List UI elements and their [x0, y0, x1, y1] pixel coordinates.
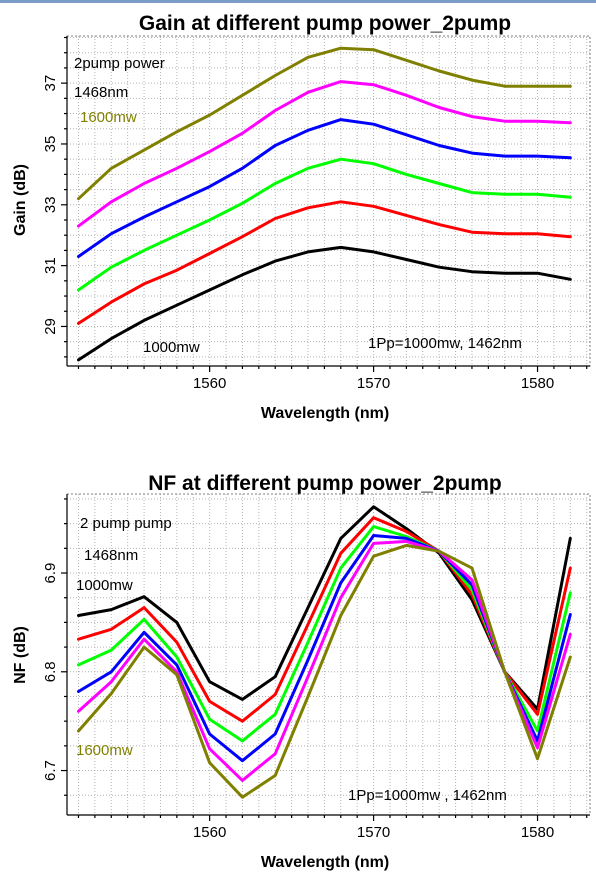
nf-chart-plot-frame	[66, 493, 591, 816]
gain-x-tick-label: 1580	[521, 375, 554, 392]
window-top-border	[0, 0, 596, 3]
nf-chart-axes	[61, 494, 590, 821]
nf-chart-series	[77, 505, 572, 799]
gain-chart-annotations: 2pump power 1468nm 1600mw 1000mw 1Pp=100…	[74, 55, 522, 356]
nf-chart-ylabel: NF (dB)	[12, 626, 29, 684]
nf-chart-xlabel: Wavelength (nm)	[261, 854, 389, 871]
gain-chart: Gain at different pump power_2pump Wavel…	[12, 12, 591, 422]
gain-x-tick-label: 1570	[357, 375, 390, 392]
gain-chart-grid	[67, 36, 590, 366]
gain-y-tick-label: 31	[42, 257, 59, 274]
nf-annotation-1000mw: 1000mw	[76, 577, 133, 594]
gain-series-line-1	[77, 200, 572, 325]
nf-y-tick-label: 6.7	[42, 760, 59, 781]
nf-chart-grid	[67, 494, 590, 815]
nf-chart-title: NF at different pump power_2pump	[148, 472, 502, 495]
nf-series-line-5	[77, 543, 572, 799]
gain-series-line-0	[77, 245, 572, 362]
gain-x-tick-label: 1560	[193, 375, 226, 392]
gain-annotation-wavelength: 1468nm	[74, 84, 128, 101]
gain-chart-series	[77, 46, 572, 362]
nf-annotation-wavelength: 1468nm	[84, 547, 138, 564]
gain-series-line-5	[77, 46, 572, 201]
gain-annotation-1600mw: 1600mw	[80, 109, 137, 126]
nf-annotation-1600mw: 1600mw	[76, 742, 133, 759]
gain-annotation-1000mw: 1000mw	[143, 339, 200, 356]
nf-chart: NF at different pump power_2pump Wavelen…	[12, 472, 591, 871]
nf-chart-tick-labels: 1560 1570 1580 6.7 6.8 6.9	[42, 563, 554, 841]
gain-chart-tick-labels: 1560 1570 1580 29 31 33 35 37	[42, 75, 554, 392]
gain-annotation-reference: 1Pp=1000mw, 1462nm	[368, 335, 522, 352]
nf-x-tick-label: 1570	[357, 824, 390, 841]
gain-chart-xlabel: Wavelength (nm)	[261, 405, 389, 422]
gain-y-tick-label: 37	[42, 75, 59, 92]
nf-annotation-pump: 2 pump pump	[80, 515, 172, 532]
gain-chart-title: Gain at different pump power_2pump	[139, 12, 511, 35]
nf-annotation-reference: 1Pp=1000mw , 1462nm	[348, 787, 507, 804]
gain-series-line-4	[77, 80, 572, 228]
nf-chart-annotations: 2 pump pump 1468nm 1000mw 1600mw 1Pp=100…	[76, 515, 507, 804]
gain-y-tick-label: 33	[42, 196, 59, 213]
gain-chart-ylabel: Gain (dB)	[12, 164, 29, 236]
gain-series-line-3	[77, 118, 572, 258]
nf-y-tick-label: 6.9	[42, 563, 59, 584]
gain-chart-axes	[61, 36, 590, 372]
nf-x-tick-label: 1560	[193, 824, 226, 841]
gain-annotation-pump-power: 2pump power	[74, 55, 165, 72]
gain-series-line-2	[77, 157, 572, 292]
nf-x-tick-label: 1580	[521, 824, 554, 841]
gain-y-tick-label: 35	[42, 136, 59, 153]
nf-y-tick-label: 6.8	[42, 661, 59, 682]
nf-series-line-4	[77, 539, 572, 782]
gain-y-tick-label: 29	[42, 318, 59, 335]
